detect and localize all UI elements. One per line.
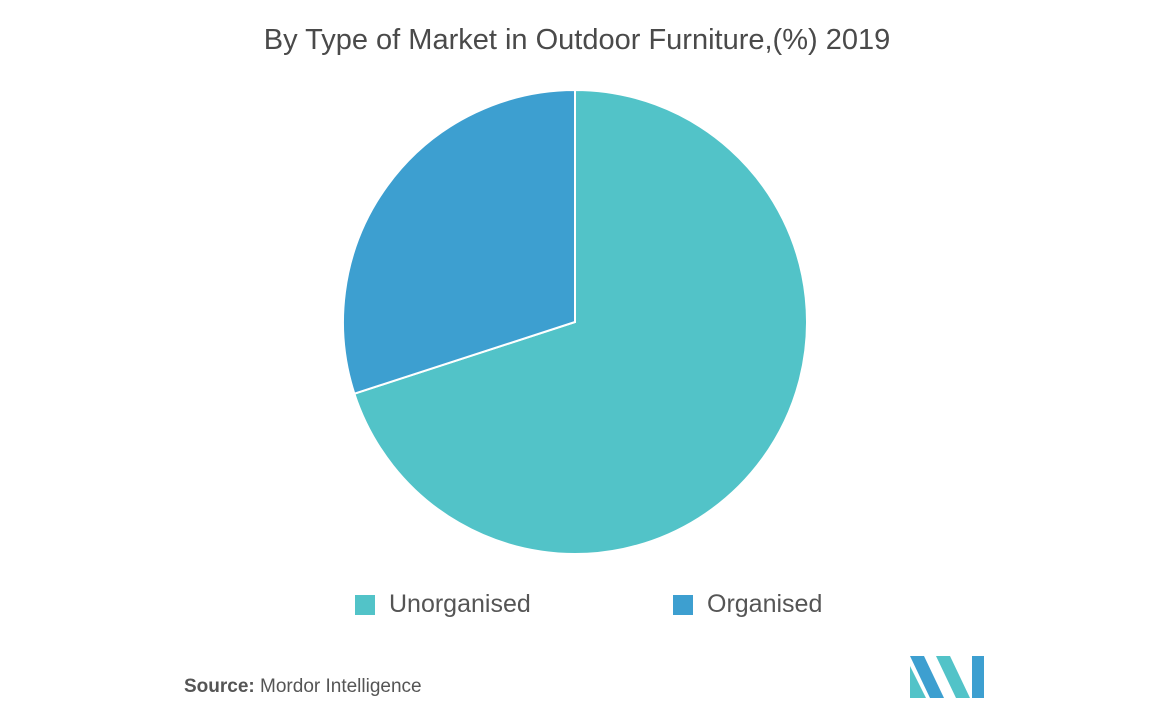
mordor-intelligence-logo-icon	[910, 656, 984, 698]
pie-slice-unorganised	[353, 88, 808, 555]
legend: Unorganised Organised	[0, 590, 1154, 626]
legend-label-unorganised: Unorganised	[389, 590, 531, 618]
source-label: Source:	[184, 676, 255, 697]
legend-swatch-organised	[673, 594, 693, 615]
pie-slice-organised	[342, 88, 576, 395]
source-text: Mordor Intelligence	[260, 676, 422, 697]
legend-swatch-unorganised	[355, 594, 375, 615]
chart-title: By Type of Market in Outdoor Furniture,(…	[263, 24, 891, 56]
legend-item-organised: Organised	[673, 590, 822, 619]
legend-item-unorganised: Unorganised	[355, 590, 531, 619]
legend-label-organised: Organised	[707, 590, 823, 618]
source-note: Source: Mordor Intelligence	[184, 676, 422, 698]
